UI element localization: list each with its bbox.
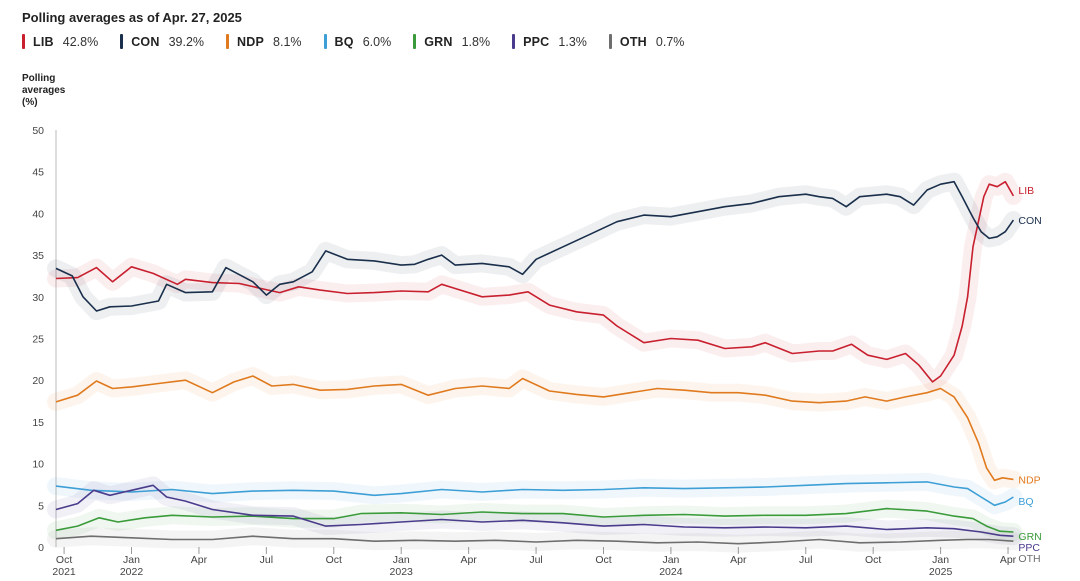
- legend-item-oth[interactable]: OTH 0.7%: [608, 34, 685, 49]
- x-tick-label: Jul: [529, 554, 542, 566]
- x-tick-label: Oct: [326, 554, 342, 566]
- x-tick-label: Oct: [595, 554, 611, 566]
- x-tick-label: Apr: [460, 554, 477, 566]
- x-tick-label: Oct: [56, 554, 72, 566]
- legend-item-ndp[interactable]: NDP 8.1%: [226, 34, 302, 49]
- y-tick-label: 20: [32, 375, 44, 387]
- x-tick-year-label: 2022: [120, 566, 144, 578]
- legend-item-con[interactable]: CON 39.2%: [120, 34, 204, 49]
- y-tick-label: 5: [38, 500, 44, 512]
- legend-value: 6.0%: [362, 34, 392, 49]
- legend-item-grn[interactable]: GRN 1.8%: [413, 34, 490, 49]
- end-label-con: CON: [1018, 215, 1041, 227]
- x-tick-label: Jul: [799, 554, 812, 566]
- line-ppc[interactable]: [55, 484, 1014, 537]
- y-tick-label: 50: [32, 125, 44, 137]
- legend-swatch-oth: [608, 34, 612, 49]
- end-label-grn: GRN: [1018, 531, 1041, 543]
- y-axis-ticks: 0 5 10 15 20 25 30 35 40 45 50: [32, 125, 57, 554]
- y-axis-label: Polling averages (%): [22, 73, 82, 109]
- legend-swatch-ppc: [512, 34, 516, 49]
- legend-swatch-ndp: [226, 34, 230, 49]
- line-con[interactable]: [55, 180, 1015, 312]
- y-tick-label: 40: [32, 208, 44, 220]
- x-tick-label: Apr: [1000, 554, 1017, 566]
- legend-name: NDP: [237, 34, 265, 49]
- legend-swatch-grn: [413, 34, 417, 49]
- legend-name: BQ: [334, 34, 354, 49]
- legend-name: PPC: [523, 34, 550, 49]
- y-tick-label: 10: [32, 459, 44, 471]
- line-ndp[interactable]: [55, 375, 1014, 482]
- legend-name: CON: [131, 34, 160, 49]
- x-tick-label: Jan: [932, 554, 949, 566]
- y-tick-label: 25: [32, 334, 44, 346]
- band-ndp: [47, 367, 1023, 490]
- end-label-ppc: PPC: [1018, 542, 1040, 554]
- x-tick-label: Apr: [730, 554, 747, 566]
- legend-item-lib[interactable]: LIB 42.8%: [22, 34, 98, 49]
- legend: LIB 42.8% CON 39.2% NDP 8.1% BQ 6.0% GRN…: [22, 34, 706, 49]
- y-tick-label: 0: [38, 542, 44, 554]
- y-tick-label: 15: [32, 417, 44, 429]
- legend-value: 1.8%: [461, 34, 491, 49]
- x-tick-year-label: 2021: [52, 566, 76, 578]
- y-tick-label: 35: [32, 250, 44, 262]
- legend-name: OTH: [619, 34, 647, 49]
- legend-value: 42.8%: [62, 34, 99, 49]
- y-axis-label-line: Polling: [22, 73, 56, 84]
- legend-swatch-lib: [22, 34, 25, 49]
- legend-value: 1.3%: [558, 34, 587, 49]
- y-tick-label: 45: [32, 167, 44, 179]
- line-grn[interactable]: [55, 507, 1014, 533]
- x-tick-label: Jan: [123, 554, 140, 566]
- end-label-bq: BQ: [1018, 496, 1033, 508]
- y-axis-label-line: averages: [22, 85, 66, 96]
- x-tick-label: Jul: [260, 554, 273, 566]
- y-tick-label: 30: [32, 292, 44, 304]
- end-label-ndp: NDP: [1018, 474, 1040, 486]
- x-tick-year-label: 2025: [929, 566, 953, 578]
- x-tick-year-label: 2023: [390, 566, 414, 578]
- legend-name: LIB: [33, 34, 54, 49]
- y-axis-label-line: (%): [22, 97, 38, 108]
- x-tick-label: Jan: [393, 554, 410, 566]
- series-lines: [55, 180, 1015, 545]
- chart-title: Polling averages as of Apr. 27, 2025: [22, 10, 242, 25]
- legend-swatch-con: [120, 34, 124, 49]
- x-tick-label: Oct: [865, 554, 881, 566]
- end-label-lib: LIB: [1018, 185, 1034, 197]
- legend-item-ppc[interactable]: PPC 1.3%: [512, 34, 587, 49]
- line-bq[interactable]: [55, 481, 1014, 507]
- line-lib[interactable]: [55, 180, 1015, 383]
- line-oth[interactable]: [55, 535, 1014, 545]
- legend-swatch-bq: [323, 34, 327, 49]
- legend-item-bq[interactable]: BQ 6.0%: [323, 34, 392, 49]
- legend-value: 39.2%: [168, 34, 205, 49]
- legend-name: GRN: [424, 34, 453, 49]
- x-tick-label: Jan: [662, 554, 679, 566]
- x-tick-label: Apr: [191, 554, 208, 566]
- x-tick-year-label: 2024: [659, 566, 683, 578]
- legend-value: 0.7%: [655, 34, 685, 49]
- end-label-oth: OTH: [1018, 553, 1040, 565]
- legend-value: 8.1%: [273, 34, 302, 49]
